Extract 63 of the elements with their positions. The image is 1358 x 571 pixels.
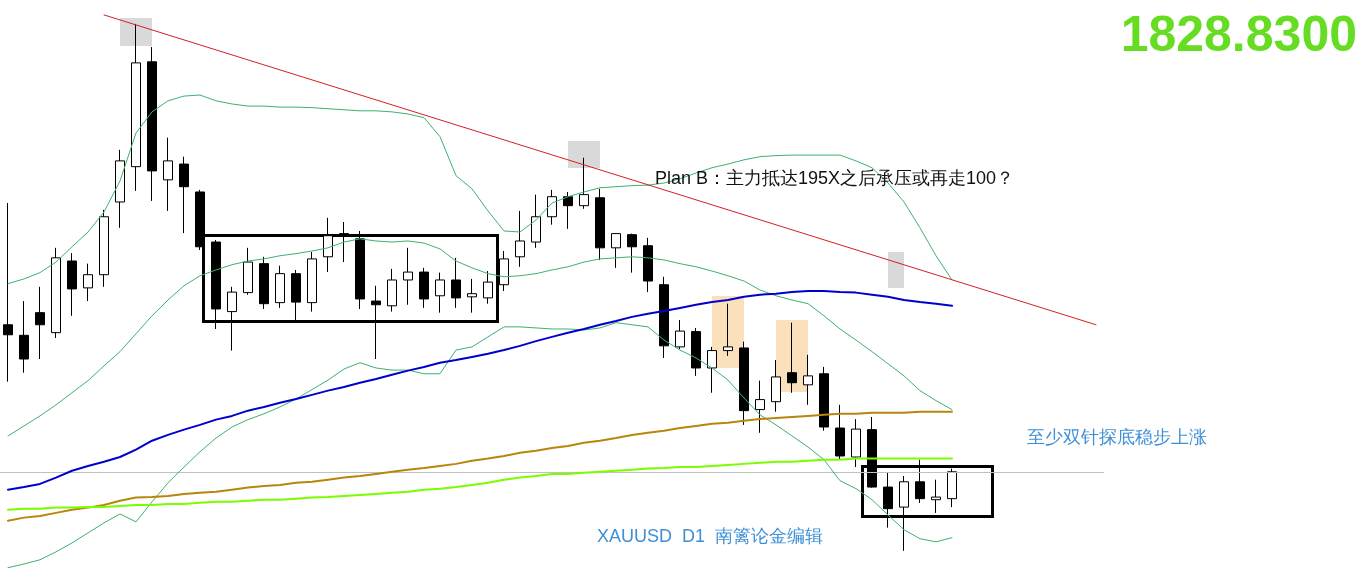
candlestick <box>643 237 653 293</box>
candlestick <box>547 189 557 226</box>
candlestick <box>931 479 941 514</box>
candlestick <box>179 156 189 234</box>
candlestick <box>483 270 493 305</box>
candlestick <box>835 404 845 461</box>
candlestick <box>323 217 333 273</box>
candlestick <box>19 300 29 374</box>
candlestick <box>339 221 349 263</box>
text: 1828.8300 <box>1120 6 1357 62</box>
candlestick <box>163 137 173 212</box>
candlestick <box>403 247 413 306</box>
candlestick <box>819 366 829 432</box>
candlestick <box>851 418 861 468</box>
annotation: XAUUSD D1 南篱论金编辑 <box>597 526 824 546</box>
candlestick <box>867 416 877 489</box>
candlestick <box>67 252 77 317</box>
candlestick <box>595 188 605 261</box>
candlestick <box>787 322 797 394</box>
candlestick <box>307 251 317 313</box>
annotation: Plan B：主力抵达195X之后承压或再走100？ <box>655 168 1015 188</box>
candlestick <box>35 286 45 360</box>
candlestick <box>723 303 733 357</box>
candlestick <box>899 475 909 552</box>
candlestick <box>467 278 477 314</box>
candlestick <box>195 189 205 251</box>
candlestick <box>227 286 237 352</box>
candlestick <box>371 285 381 360</box>
candlestick <box>883 472 893 529</box>
candlestick <box>3 202 13 383</box>
candlestick <box>355 230 365 310</box>
candlestick <box>611 232 621 269</box>
candlestick <box>515 210 525 268</box>
candlestick <box>435 272 445 314</box>
candlestick <box>947 468 957 508</box>
candlestick <box>275 265 285 309</box>
candlestick <box>755 380 765 434</box>
candlestick <box>563 191 573 230</box>
candlestick <box>99 209 109 288</box>
candlestick <box>147 46 157 202</box>
candlestick <box>803 354 813 406</box>
candlestick <box>243 247 253 296</box>
candlestick <box>499 250 509 292</box>
candlestick <box>659 276 669 359</box>
candlestick <box>915 459 925 504</box>
candlestick <box>259 256 269 310</box>
candlestick <box>451 257 461 309</box>
candlestick <box>739 341 749 426</box>
annotation: 至少双针探底稳步上涨 <box>1027 427 1207 447</box>
candlestick <box>419 267 429 309</box>
candlestick <box>627 233 637 274</box>
candlestick <box>707 346 717 394</box>
candlestick <box>691 327 701 377</box>
candlestick <box>131 23 141 192</box>
candlestick <box>115 149 125 229</box>
candlestick <box>675 319 685 350</box>
candlestick <box>211 239 221 330</box>
candlestick <box>83 263 93 302</box>
candlestick <box>579 157 589 210</box>
candlestick <box>51 247 61 339</box>
candlestick <box>387 268 397 313</box>
candlestick <box>771 359 781 413</box>
candlestick <box>531 194 541 249</box>
